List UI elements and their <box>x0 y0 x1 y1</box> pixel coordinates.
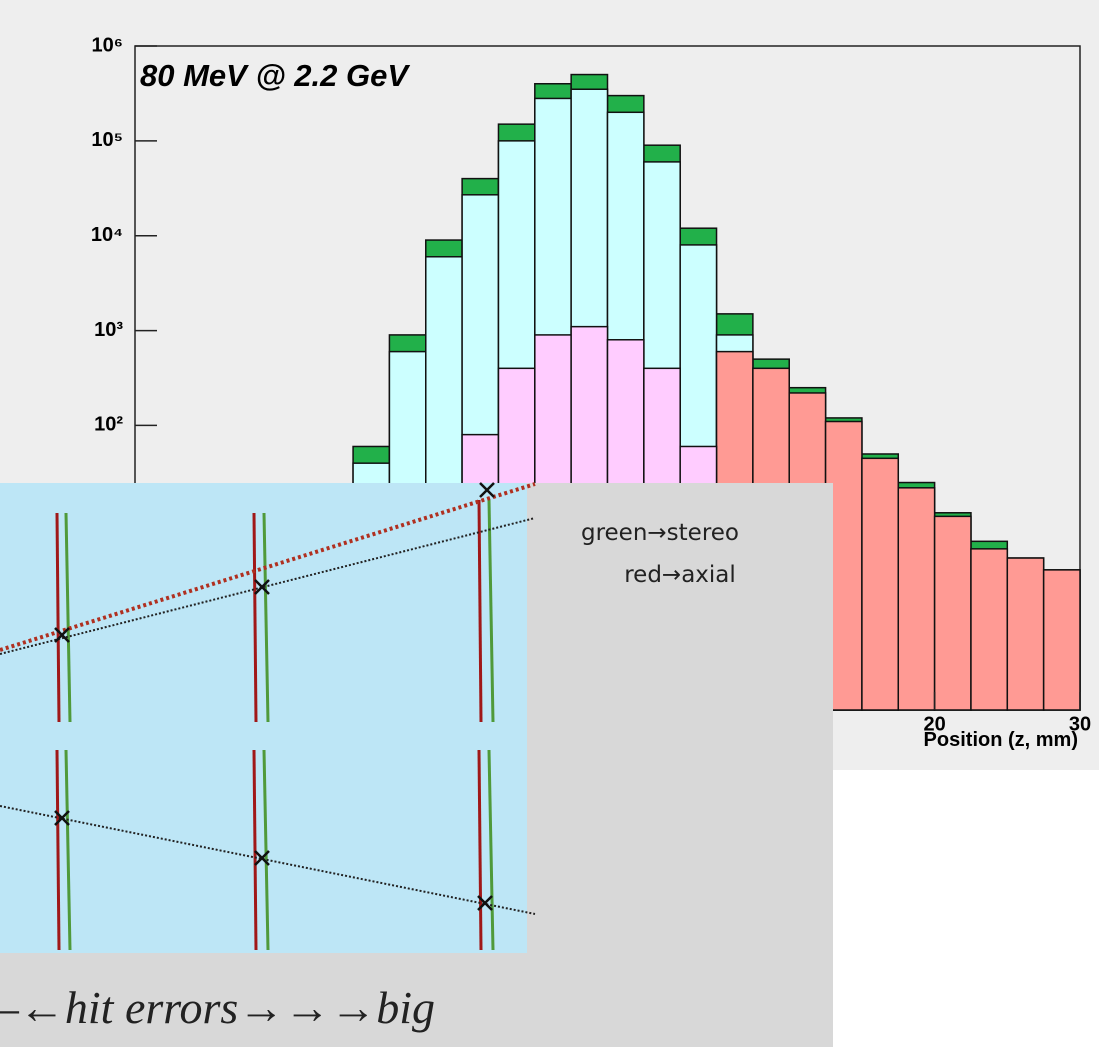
y-tick-label: 10⁴ <box>91 224 123 246</box>
y-tick-label: 10⁵ <box>91 129 123 151</box>
axial-strip <box>55 749 61 951</box>
legend-note: green→stereo <box>581 520 739 546</box>
stereo-strip <box>64 512 72 723</box>
x-axis-label: Position (z, mm) <box>924 729 1078 751</box>
histogram-bar <box>1042 569 1081 711</box>
histogram-bar <box>970 548 1009 711</box>
stereo-strip <box>487 749 495 951</box>
x-tick-label: 30 <box>1069 713 1091 735</box>
y-tick-label: 10³ <box>94 319 123 341</box>
caption: —←hit errors→→→big <box>0 982 435 1033</box>
axial-strip <box>477 499 483 723</box>
stereo-strip <box>262 749 270 951</box>
histogram-bar <box>933 515 972 711</box>
x-tick-label: 20 <box>923 713 945 735</box>
histogram-bar <box>1006 557 1045 711</box>
axial-strip <box>252 749 258 951</box>
hit <box>254 579 270 595</box>
strip-lines <box>55 499 495 951</box>
hit <box>54 627 70 643</box>
legend-note: red→axial <box>624 562 736 588</box>
chart-title: 80 MeV @ 2.2 GeV <box>140 58 410 93</box>
hit <box>54 810 70 826</box>
hit <box>477 895 493 911</box>
axial-strip <box>477 749 483 951</box>
y-tick-label: 10² <box>94 414 123 436</box>
stereo-strip <box>487 499 495 723</box>
y-tick-label: 10⁶ <box>92 34 123 56</box>
stereo-strip <box>262 512 270 723</box>
histogram-bar <box>897 487 936 711</box>
histogram-bar <box>861 457 900 711</box>
track-fit <box>0 517 536 655</box>
track-fit <box>0 805 536 915</box>
stereo-strip <box>64 749 72 951</box>
axial-strip <box>55 512 61 723</box>
axial-strip <box>252 512 258 723</box>
hit <box>254 850 270 866</box>
hit <box>479 482 495 498</box>
hit-markers <box>54 482 495 911</box>
overlay-panel: green→stereo red→axial —←hit errors→→→bi… <box>0 482 833 1047</box>
